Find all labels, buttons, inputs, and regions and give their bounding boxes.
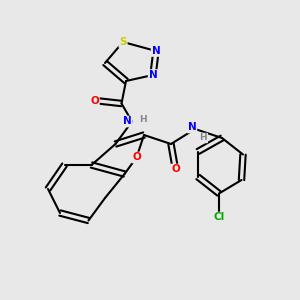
Text: N: N xyxy=(123,116,132,127)
Text: H: H xyxy=(200,134,207,142)
Text: Cl: Cl xyxy=(213,212,225,223)
Text: O: O xyxy=(132,152,141,163)
Text: O: O xyxy=(90,95,99,106)
Text: O: O xyxy=(171,164,180,175)
Text: N: N xyxy=(152,46,160,56)
Text: H: H xyxy=(140,116,147,124)
Text: N: N xyxy=(148,70,158,80)
Text: N: N xyxy=(188,122,196,133)
Text: S: S xyxy=(119,37,127,47)
